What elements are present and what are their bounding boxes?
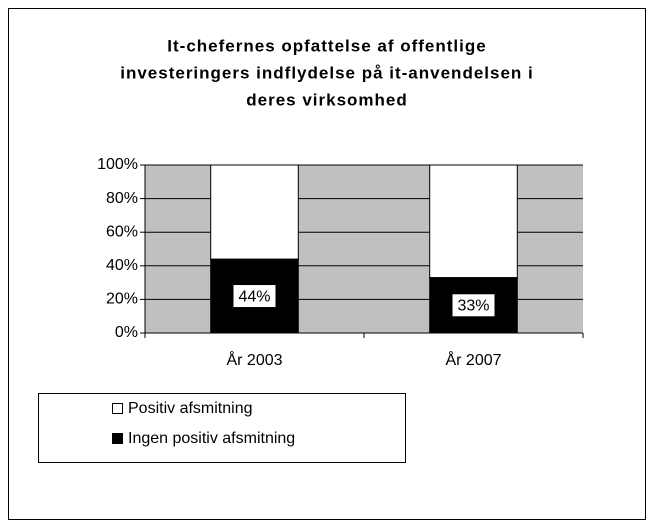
y-tick-label: 100% <box>97 156 138 173</box>
legend-swatch <box>112 403 123 414</box>
x-tick-label: År 2003 <box>226 350 282 369</box>
bar-segment <box>210 164 299 260</box>
y-tick-label: 40% <box>106 257 138 274</box>
data-label-box <box>233 285 276 308</box>
legend-label: Positiv afsmitning <box>128 400 253 417</box>
y-tick-label: 60% <box>106 223 138 240</box>
data-label: 44% <box>238 288 270 305</box>
legend-swatch <box>112 433 123 444</box>
bar-segment <box>429 277 518 334</box>
chart-title: deres virksomhed <box>246 90 408 109</box>
legend <box>38 393 406 463</box>
chart-title: It-chefernes opfattelse af offentlige <box>167 36 486 55</box>
x-tick-label: År 2007 <box>445 350 501 369</box>
y-tick-label: 80% <box>106 190 138 207</box>
bar-segment <box>429 164 518 279</box>
data-label-box <box>452 294 495 317</box>
y-tick-label: 20% <box>106 291 138 308</box>
legend-label: Ingen positiv afsmitning <box>128 430 295 447</box>
y-tick-label: 0% <box>115 324 138 341</box>
chart-title: investeringers indflydelse på it-anvende… <box>120 63 534 82</box>
data-label: 33% <box>457 297 489 314</box>
